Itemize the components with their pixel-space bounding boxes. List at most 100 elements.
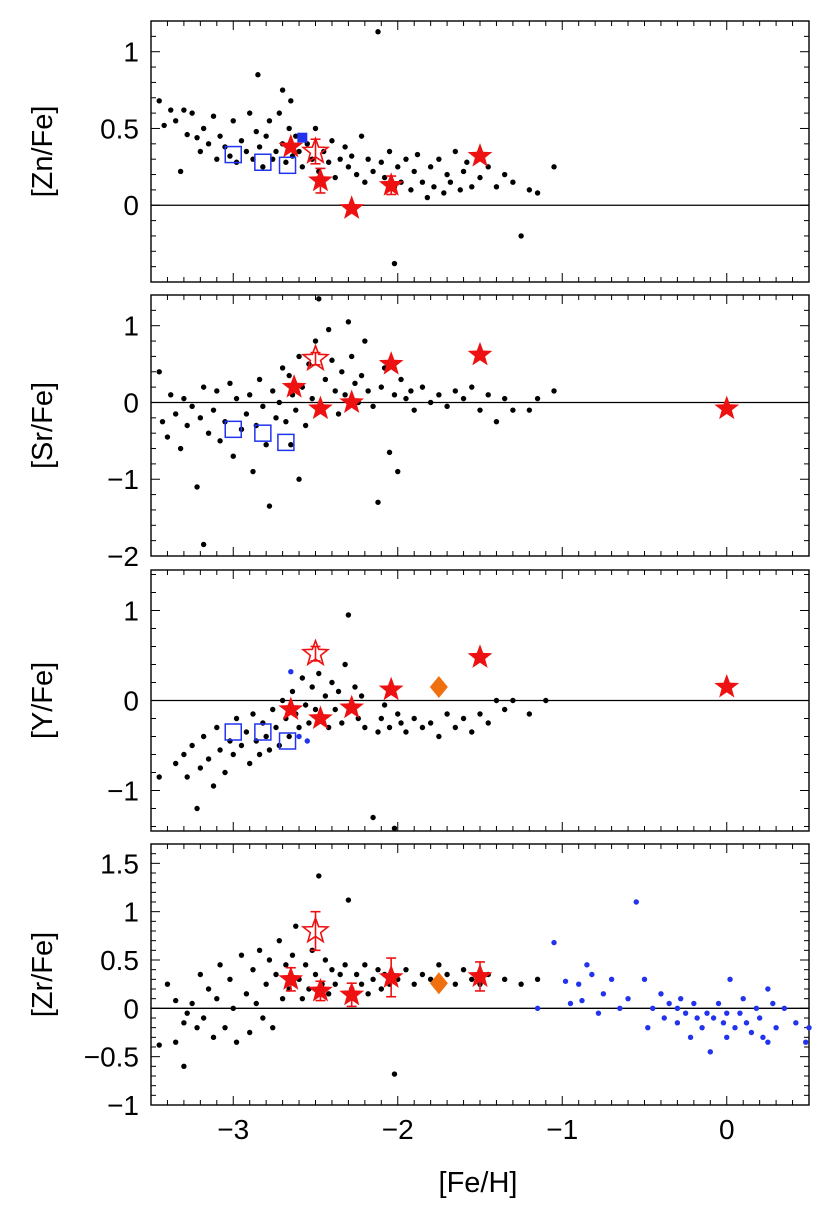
panel-zr: −1 −0.5 0 0.5 1 1.5 [Zr/Fe] −3 −2 −1 0 [27,843,812,1145]
y-tick-label: −1 [107,464,139,495]
star-marker [378,172,404,196]
data-point [164,434,171,440]
data-point [312,125,319,132]
data-point [205,756,212,762]
data-point [238,742,245,749]
data-point [194,484,200,490]
data-point [273,415,279,421]
y-tick-label: −2 [107,541,139,572]
data-point [210,1034,217,1041]
data-point [194,805,200,812]
series-program-stars [281,341,740,420]
data-point [156,1042,162,1048]
data-point [436,392,442,398]
data-point [386,724,393,731]
series-program-stars [278,957,493,1008]
data-point [345,164,352,170]
open-star-marker [300,915,331,944]
data-point [760,1034,766,1041]
data-point [501,976,508,983]
data-point [181,107,187,113]
data-point [444,403,450,410]
data-point [419,724,426,731]
data-point [335,688,342,695]
data-point [765,986,771,992]
data-point [391,825,398,831]
data-point [189,742,195,749]
data-point [427,164,434,170]
y-axis-label: [Zn/Fe] [27,106,59,198]
data-point [370,403,376,410]
data-point [181,1063,187,1070]
data-point [477,711,483,717]
data-point [286,733,292,740]
data-point [270,706,276,713]
data-point [335,411,342,417]
y-tick-label: 1.5 [100,848,139,879]
data-point [460,715,467,722]
data-point [584,962,590,968]
data-point [365,156,371,162]
data-point [296,353,302,360]
data-point [256,751,263,758]
data-point [753,1005,760,1012]
y-tick-label: 0 [123,993,139,1024]
y-tick-label: 0.5 [100,945,139,976]
data-point [288,669,294,675]
data-point [370,976,376,983]
data-point [526,187,533,193]
data-point [477,407,483,413]
x-axis-label: [Fe/H] [439,1167,518,1199]
data-point [732,1024,738,1031]
data-point [256,144,263,150]
data-point [352,684,358,690]
data-point [325,326,332,333]
data-point [436,962,442,968]
data-point [353,171,360,178]
data-point [342,392,348,398]
data-point [217,747,223,753]
data-point [737,1010,743,1016]
data-point [411,407,417,413]
data-point [329,679,335,686]
y-axis-label: [Sr/Fe] [27,382,59,469]
series-highlight-star [300,136,331,165]
star-marker [308,705,333,730]
data-point [205,986,212,992]
data-point [296,148,302,155]
data-point [243,411,250,417]
series-diamond [429,676,448,698]
data-point [293,407,299,413]
series-program-stars [278,133,493,219]
data-point [247,1029,253,1036]
data-point [296,724,302,731]
y-axis-label: [Y/Fe] [27,662,59,739]
data-point [803,1039,809,1045]
y-tick-label: 1 [123,897,139,928]
data-point [189,110,195,116]
data-point [214,156,220,162]
data-point [279,365,286,371]
data-point [266,503,273,509]
data-point [447,179,454,185]
data-point [309,395,315,402]
data-point [710,1015,717,1021]
x-tick-label: −2 [382,1114,414,1145]
data-point [765,1039,771,1045]
data-point [375,499,381,505]
star-marker [378,351,404,375]
data-point [217,962,223,968]
open-square-marker [224,145,242,164]
data-point [477,174,483,181]
data-point [806,1024,812,1031]
data-point [375,966,381,973]
data-point [395,468,401,475]
star-marker [714,395,740,420]
data-point [302,702,309,708]
data-point [256,947,263,954]
data-point [452,981,459,987]
data-point [312,338,319,344]
data-point [266,747,273,753]
data-point [378,715,384,722]
data-point [276,399,283,406]
